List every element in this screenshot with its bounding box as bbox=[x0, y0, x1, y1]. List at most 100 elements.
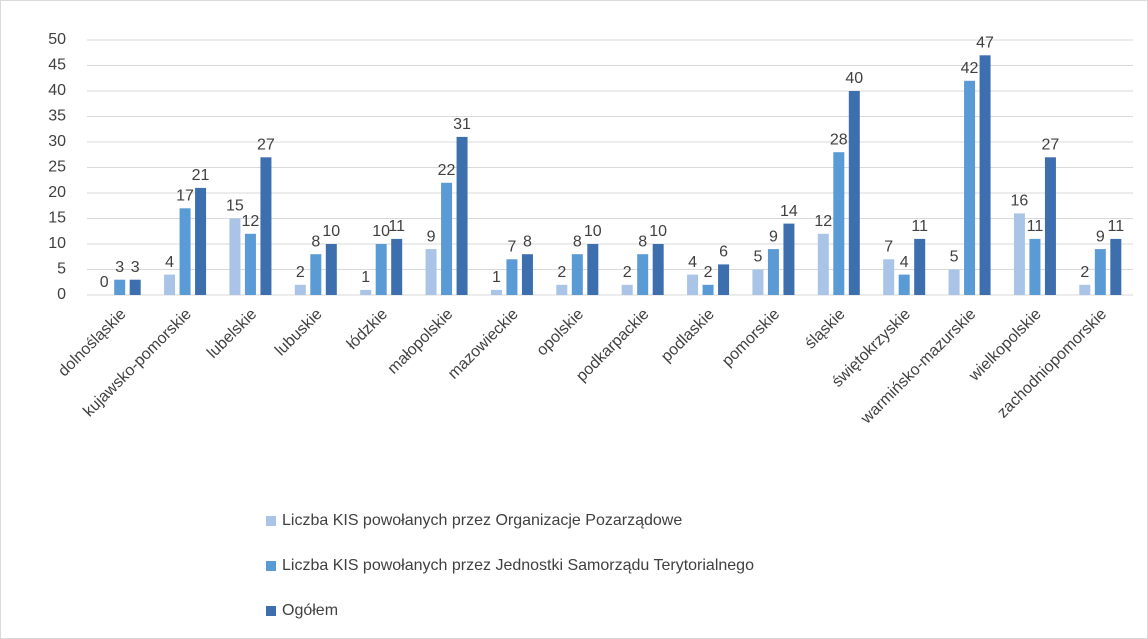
data-label: 2 bbox=[296, 264, 305, 281]
bar bbox=[556, 284, 568, 295]
y-tick-label: 50 bbox=[48, 31, 66, 48]
legend-swatch bbox=[266, 516, 276, 526]
data-label: 15 bbox=[226, 198, 244, 215]
data-label: 4 bbox=[165, 254, 174, 271]
data-label: 1 bbox=[361, 269, 370, 286]
y-tick-label: 30 bbox=[48, 133, 66, 150]
y-tick-label: 5 bbox=[57, 261, 66, 278]
bar bbox=[195, 187, 207, 295]
bar bbox=[229, 218, 241, 295]
bar bbox=[752, 269, 764, 295]
data-label: 11 bbox=[911, 218, 928, 235]
data-label: 47 bbox=[976, 35, 994, 52]
bar bbox=[621, 284, 633, 295]
data-label: 3 bbox=[115, 259, 124, 276]
bar bbox=[244, 233, 256, 295]
bar bbox=[914, 238, 926, 295]
data-label: 9 bbox=[427, 228, 436, 245]
data-label: 4 bbox=[688, 254, 697, 271]
data-label: 7 bbox=[507, 239, 516, 256]
y-tick-label: 25 bbox=[48, 159, 66, 176]
bar bbox=[783, 223, 795, 295]
legend-swatch bbox=[266, 606, 276, 616]
bar bbox=[883, 259, 895, 295]
data-label: 10 bbox=[649, 223, 667, 240]
data-label: 7 bbox=[884, 239, 893, 256]
bar bbox=[702, 284, 714, 295]
data-label: 27 bbox=[1042, 137, 1060, 154]
data-label: 2 bbox=[704, 264, 713, 281]
bar bbox=[506, 259, 518, 295]
y-tick-label: 40 bbox=[48, 82, 66, 99]
data-label: 10 bbox=[322, 223, 340, 240]
bar bbox=[325, 244, 337, 295]
data-label: 8 bbox=[523, 233, 532, 250]
bar bbox=[179, 208, 191, 295]
data-label: 8 bbox=[638, 233, 647, 250]
legend-label: Ogółem bbox=[282, 602, 338, 619]
data-label: 9 bbox=[769, 228, 778, 245]
data-label: 12 bbox=[814, 213, 832, 230]
bar bbox=[375, 244, 387, 295]
data-label: 31 bbox=[453, 116, 471, 133]
bar bbox=[1029, 238, 1041, 295]
data-label: 5 bbox=[753, 249, 762, 266]
bar bbox=[587, 244, 599, 295]
bar bbox=[294, 284, 306, 295]
data-label: 1 bbox=[492, 269, 501, 286]
bar bbox=[391, 238, 403, 295]
bar bbox=[571, 254, 583, 295]
y-tick-label: 45 bbox=[48, 57, 66, 74]
bar bbox=[848, 91, 860, 295]
data-label: 28 bbox=[830, 131, 848, 148]
bar bbox=[767, 249, 779, 295]
bar bbox=[979, 55, 991, 295]
bar bbox=[441, 182, 453, 295]
data-label: 8 bbox=[311, 233, 320, 250]
bar bbox=[652, 244, 664, 295]
bar bbox=[114, 279, 126, 295]
data-label: 9 bbox=[1096, 228, 1105, 245]
bar bbox=[817, 233, 829, 295]
bar bbox=[360, 289, 372, 295]
y-tick-label: 35 bbox=[48, 108, 66, 125]
bar bbox=[310, 254, 322, 295]
data-label: 2 bbox=[623, 264, 632, 281]
bar bbox=[718, 264, 730, 295]
data-label: 12 bbox=[242, 213, 260, 230]
bar bbox=[521, 254, 533, 295]
bar bbox=[425, 249, 437, 295]
bar bbox=[687, 274, 699, 295]
data-label: 11 bbox=[1027, 218, 1044, 235]
y-tick-label: 10 bbox=[48, 235, 66, 252]
bar bbox=[637, 254, 649, 295]
bar bbox=[948, 269, 960, 295]
bar bbox=[898, 274, 910, 295]
data-label: 0 bbox=[100, 274, 109, 291]
bar bbox=[164, 274, 176, 295]
bar bbox=[1094, 249, 1106, 295]
bar bbox=[456, 136, 468, 295]
y-tick-label: 0 bbox=[57, 286, 66, 303]
bar bbox=[833, 152, 845, 295]
legend-swatch bbox=[266, 561, 276, 571]
data-label: 27 bbox=[257, 137, 275, 154]
bar bbox=[129, 279, 141, 295]
data-label: 10 bbox=[584, 223, 602, 240]
data-label: 11 bbox=[388, 218, 405, 235]
legend-label: Liczba KIS powołanych przez Jednostki Sa… bbox=[282, 557, 754, 574]
data-label: 4 bbox=[900, 254, 909, 271]
data-label: 16 bbox=[1011, 193, 1029, 210]
data-label: 3 bbox=[131, 259, 140, 276]
bar bbox=[1044, 157, 1056, 295]
data-label: 14 bbox=[780, 203, 798, 220]
bar bbox=[490, 289, 502, 295]
bar bbox=[260, 157, 272, 295]
data-label: 22 bbox=[438, 162, 456, 179]
data-label: 21 bbox=[192, 167, 210, 184]
bar bbox=[964, 80, 976, 295]
data-label: 42 bbox=[961, 60, 979, 77]
data-label: 10 bbox=[372, 223, 390, 240]
